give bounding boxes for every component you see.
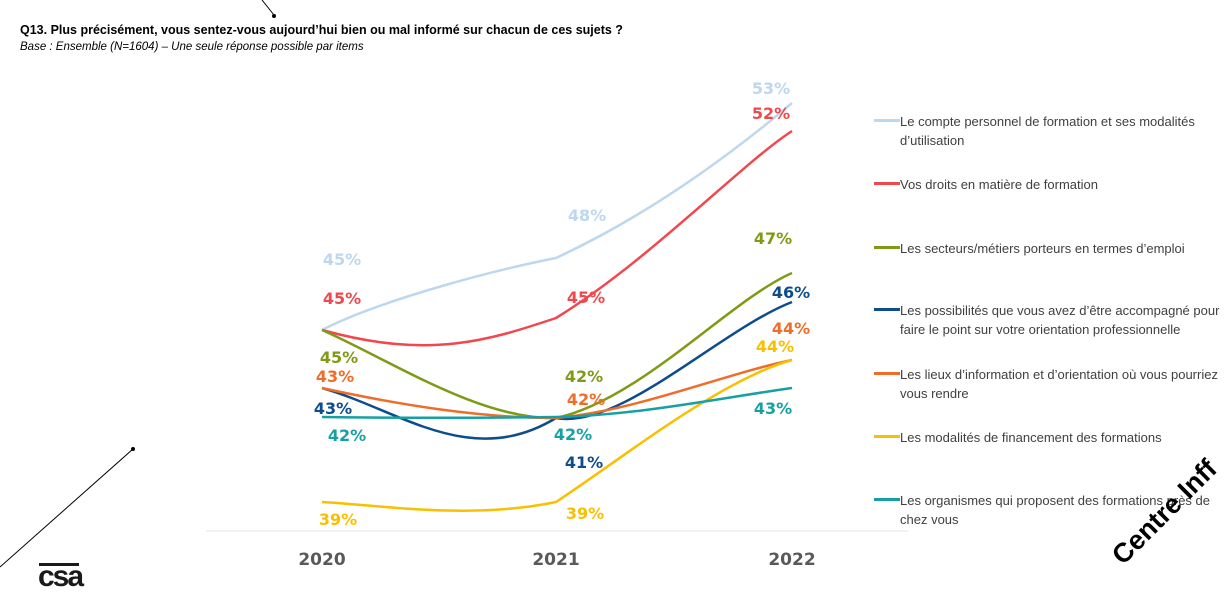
- legend-label: Vos droits en matière de formation: [900, 177, 1098, 192]
- x-axis: 2020 2021 2022: [206, 530, 908, 570]
- x-tick-label-2021: 2021: [532, 550, 579, 570]
- legend-item-2: Vos droits en matière de formation: [874, 175, 1220, 194]
- series-lines: [321, 102, 793, 512]
- legend-swatch: [874, 435, 900, 438]
- data-label-s6-2022: 44%: [756, 337, 794, 356]
- series-line-7: [321, 386, 793, 419]
- data-label-s5-2022: 44%: [772, 319, 810, 338]
- data-label-s3-2022: 47%: [754, 229, 792, 248]
- legend-label: Les secteurs/métiers porteurs en termes …: [900, 241, 1185, 256]
- legend-label: Les lieux d’information et d’orientation…: [900, 367, 1218, 401]
- legend-label: Les organismes qui proposent des formati…: [900, 493, 1211, 527]
- legend-label: Les possibilités que vous avez d’être ac…: [900, 303, 1220, 337]
- legend-item-4: Les possibilités que vous avez d’être ac…: [874, 301, 1220, 339]
- legend-item-7: Les organismes qui proposent des formati…: [874, 491, 1220, 529]
- legend-item-6: Les modalités de financement des formati…: [874, 428, 1220, 447]
- data-label-s7-2020: 42%: [328, 426, 366, 445]
- data-label-s7-2022: 43%: [754, 399, 792, 418]
- data-label-s4-2020: 43%: [314, 399, 352, 418]
- x-tick-label-2022: 2022: [768, 550, 815, 570]
- legend-item-3: Les secteurs/métiers porteurs en termes …: [874, 239, 1220, 258]
- decorative-pointer-dot-top: [272, 14, 276, 18]
- data-label-s2-2021: 45%: [567, 288, 605, 307]
- decorative-pointer-dot-left: [131, 447, 135, 451]
- data-label-s5-2021: 42%: [567, 390, 605, 409]
- data-label-s2-2022: 52%: [752, 104, 790, 123]
- x-tick-label-2020: 2020: [298, 550, 345, 570]
- legend-item-5: Les lieux d’information et d’orientation…: [874, 365, 1220, 403]
- data-label-s1-2020: 45%: [323, 250, 361, 269]
- data-label-s4-2022: 46%: [772, 283, 810, 302]
- series-line-3: [321, 271, 793, 420]
- chart-subtitle: Base : Ensemble (N=1604) – Une seule rép…: [20, 41, 364, 53]
- data-label-s2-2020: 45%: [323, 289, 361, 308]
- data-labels: 45% 48% 53% 45% 45% 52% 45% 42% 47% 43% 41% 46% 43% 4…: [314, 79, 810, 529]
- data-label-s3-2020: 45%: [320, 348, 358, 367]
- csa-logo: csa: [38, 560, 84, 593]
- decorative-pointer-line-left: [0, 448, 134, 568]
- legend-swatch: [874, 308, 900, 311]
- legend-item-1: Le compte personnel de formation et ses …: [874, 112, 1220, 150]
- series-line-1: [321, 102, 793, 332]
- legend-swatch: [874, 182, 900, 185]
- data-label-s6-2020: 39%: [319, 510, 357, 529]
- legend-swatch: [874, 372, 900, 375]
- data-label-s1-2021: 48%: [568, 206, 606, 225]
- data-label-s4-2021: 41%: [565, 453, 603, 472]
- data-label-s6-2021: 39%: [566, 504, 604, 523]
- legend-swatch: [874, 498, 900, 501]
- chart-title: Q13. Plus précisément, vous sentez-vous …: [20, 23, 623, 37]
- series-line-5: [321, 358, 793, 420]
- data-label-s5-2020: 43%: [316, 367, 354, 386]
- legend-label: Les modalités de financement des formati…: [900, 430, 1162, 445]
- series-line-6: [321, 358, 793, 512]
- legend-label: Le compte personnel de formation et ses …: [900, 114, 1195, 148]
- legend-swatch: [874, 246, 900, 249]
- data-label-s3-2021: 42%: [565, 367, 603, 386]
- data-label-s1-2022: 53%: [752, 79, 790, 98]
- decorative-pointer-line-top: [261, 0, 275, 16]
- series-line-2: [321, 129, 793, 347]
- legend-swatch: [874, 119, 900, 122]
- data-label-s7-2021: 42%: [554, 425, 592, 444]
